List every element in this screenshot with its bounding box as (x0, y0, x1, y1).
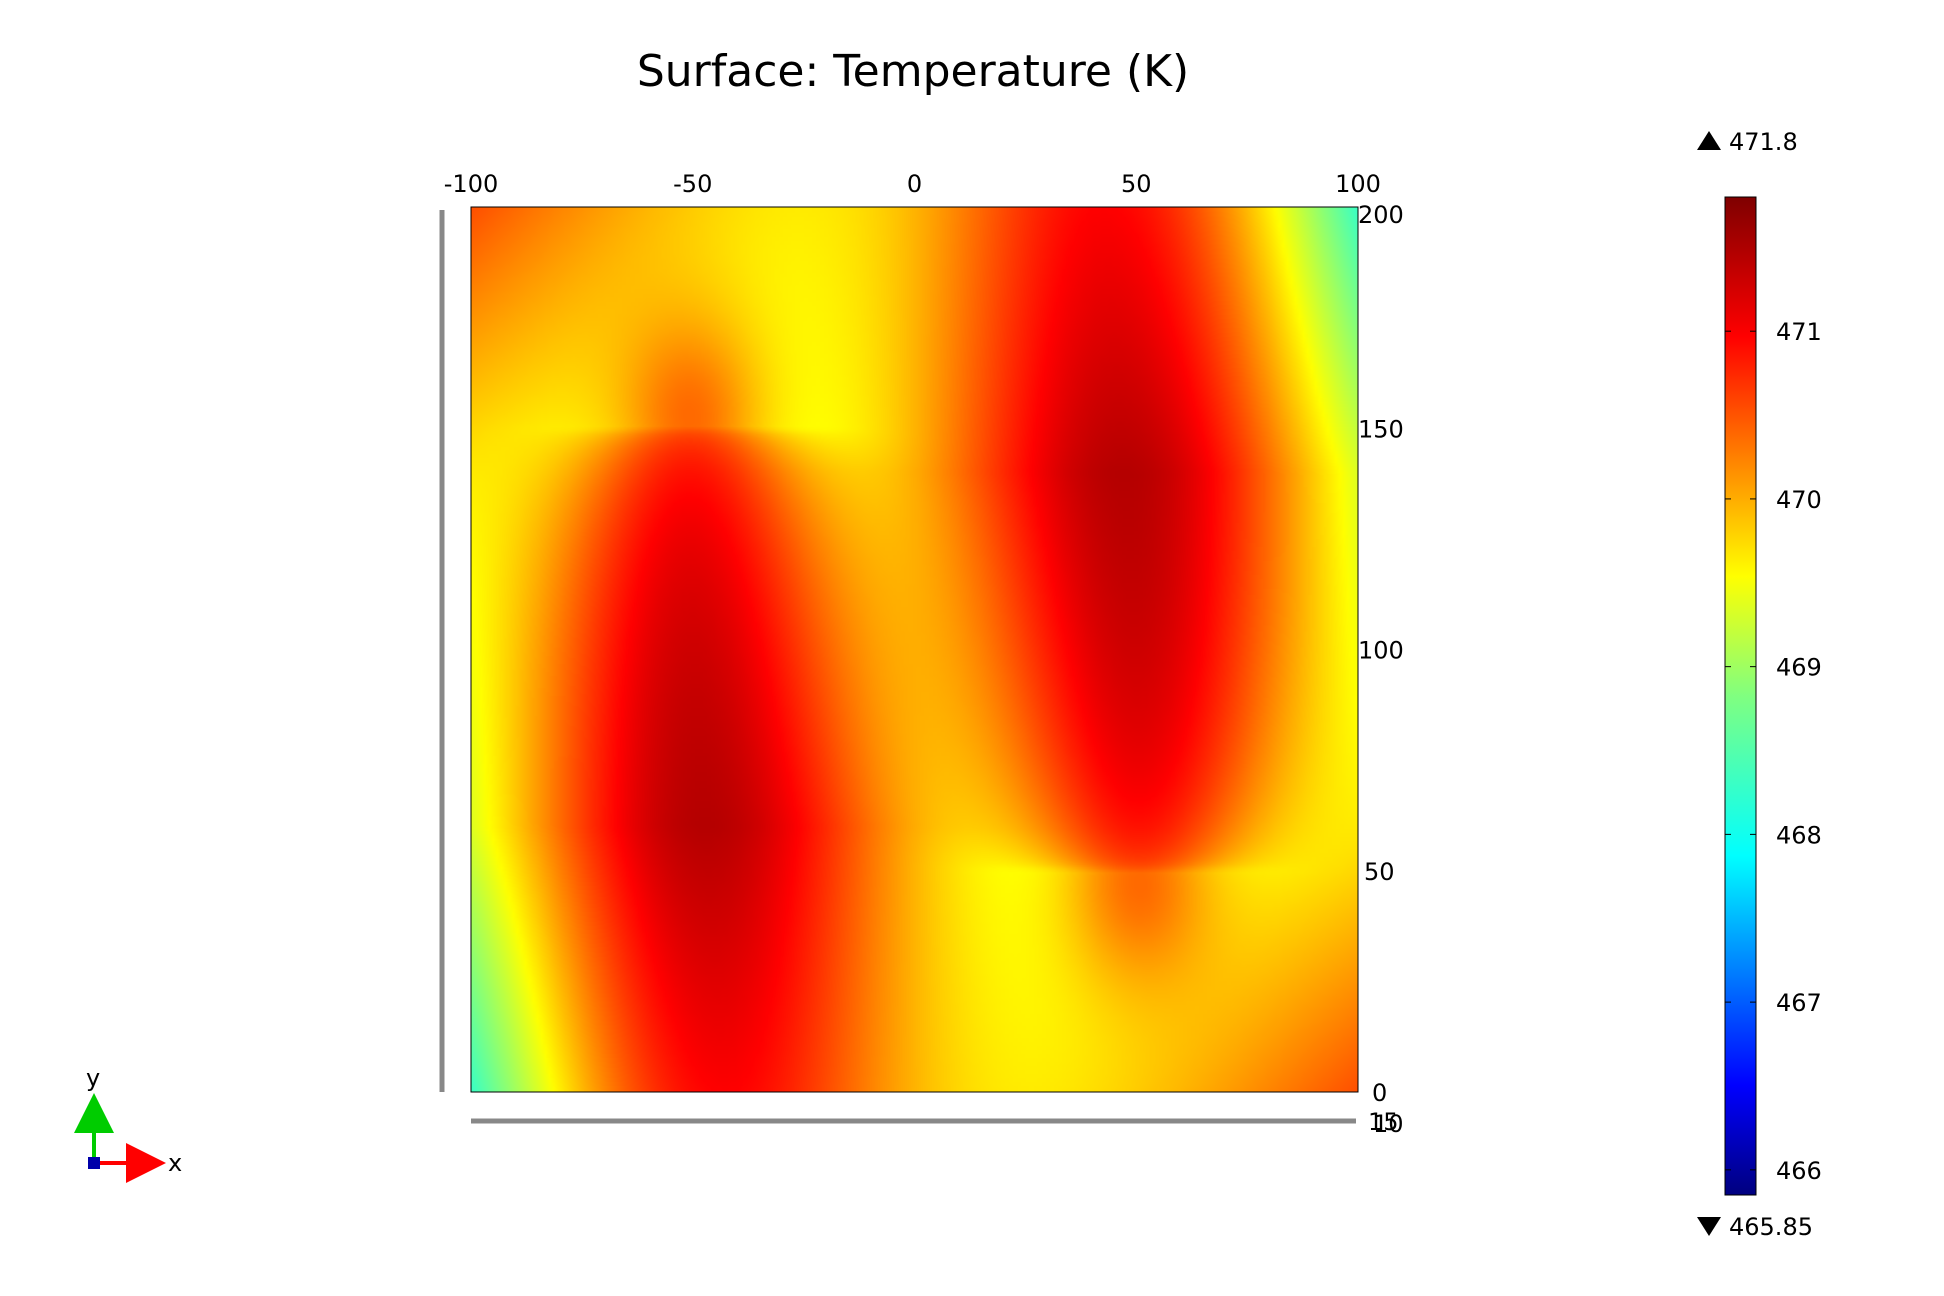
colorbar-ticks: 466 467 468 469 470 471 (1725, 318, 1822, 1185)
colorbar-tick-label: 468 (1776, 821, 1822, 849)
x-tick-label: 100 (1335, 170, 1381, 198)
plot-area (470, 206, 1359, 1093)
max-triangle-icon (1697, 131, 1721, 150)
colorbar: 466 467 468 469 470 471 471.8 465.85 (1697, 128, 1822, 1241)
colorbar-tick-label: 471 (1776, 318, 1822, 346)
colorbar-min-label: 465.85 (1729, 1213, 1813, 1241)
colorbar-tick-label: 467 (1776, 989, 1822, 1017)
colorbar-tick-label: 469 (1776, 654, 1822, 682)
y-tick-label: 50 (1364, 858, 1395, 886)
colorbar-tick-label: 466 (1776, 1157, 1822, 1185)
plot-frame (470, 206, 1359, 1093)
chart-title: Surface: Temperature (K) (637, 46, 1189, 97)
colorbar-tick-label: 470 (1776, 486, 1822, 514)
heatmap-surface (471, 207, 1358, 1092)
colorbar-max-label: 471.8 (1729, 128, 1798, 156)
y-axis-ticks: 0 50 100 150 200 (1358, 201, 1404, 1107)
y-tick-label: 0 (1372, 1079, 1387, 1107)
triad-x-label: x (168, 1149, 182, 1177)
x-tick-label: 50 (1121, 170, 1152, 198)
x-tick-label: -100 (444, 170, 498, 198)
min-triangle-icon (1697, 1217, 1721, 1236)
origin-marker-icon (88, 1157, 100, 1169)
extra-tick-label-1: 15 (1368, 1108, 1399, 1136)
y-tick-label: 100 (1358, 637, 1404, 665)
x-tick-label: -50 (673, 170, 712, 198)
y-tick-label: 200 (1358, 201, 1404, 229)
extra-tick-label-2: 10 (1373, 1110, 1404, 1138)
axis-triad: x y (74, 1064, 182, 1183)
triad-y-label: y (86, 1064, 100, 1092)
colorbar-gradient (1724, 196, 1757, 1196)
x-tick-label: 0 (907, 170, 922, 198)
x-axis-ticks: -100 -50 0 50 100 (444, 170, 1381, 198)
y-tick-label: 150 (1358, 415, 1404, 443)
